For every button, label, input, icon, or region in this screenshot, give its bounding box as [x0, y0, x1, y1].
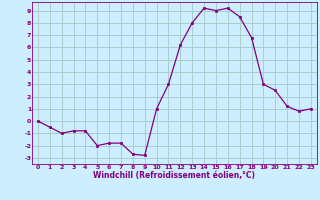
X-axis label: Windchill (Refroidissement éolien,°C): Windchill (Refroidissement éolien,°C): [93, 171, 255, 180]
